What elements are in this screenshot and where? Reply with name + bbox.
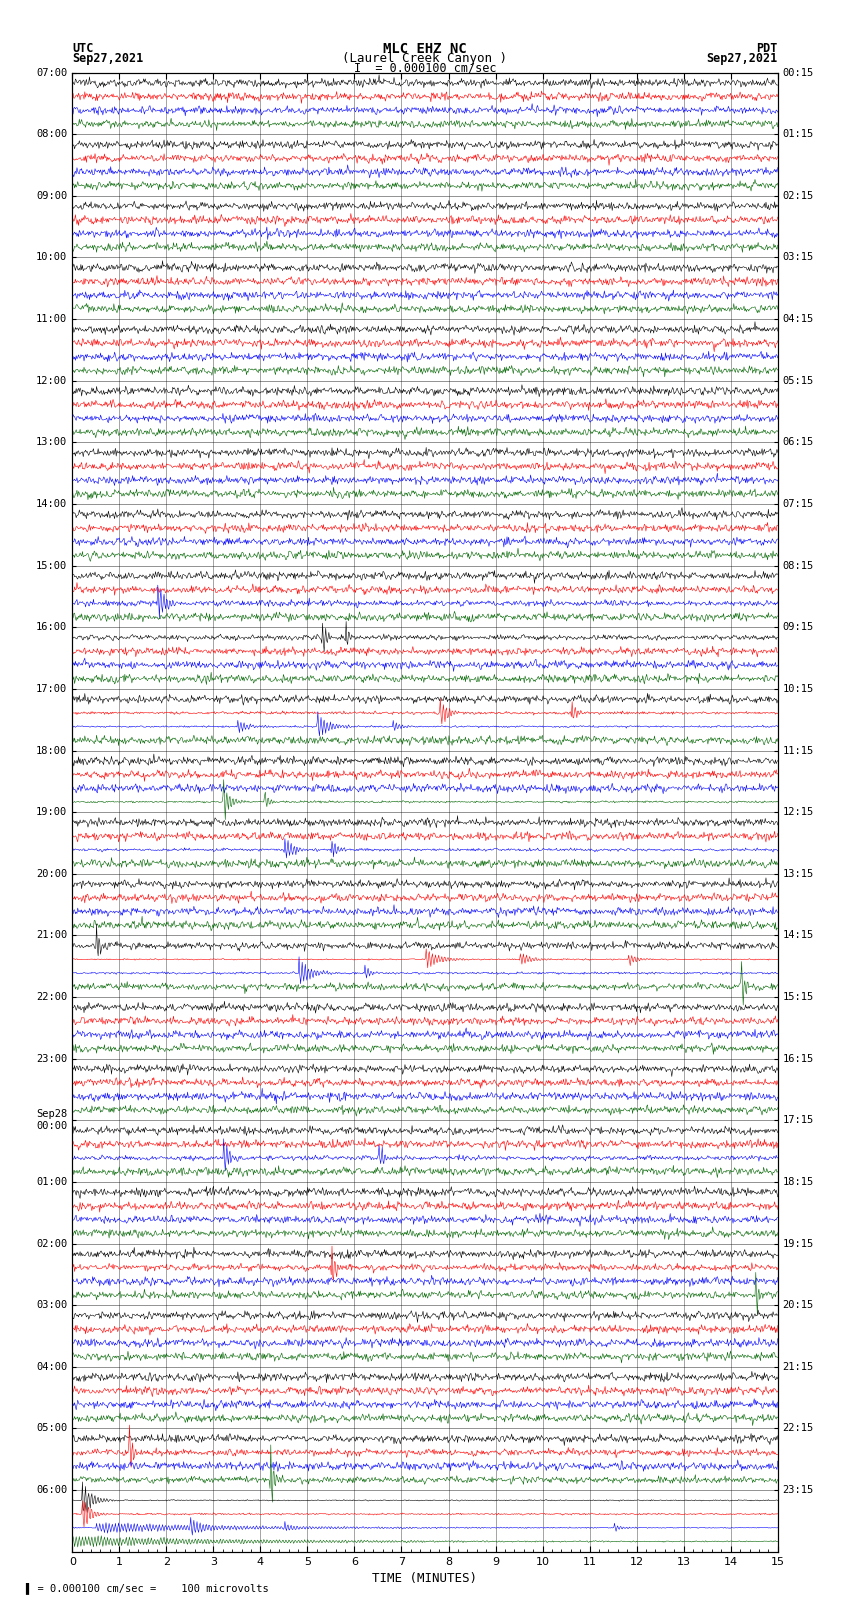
Text: (Laurel Creek Canyon ): (Laurel Creek Canyon ) [343, 52, 507, 65]
Text: PDT: PDT [756, 42, 778, 55]
X-axis label: TIME (MINUTES): TIME (MINUTES) [372, 1573, 478, 1586]
Text: MLC EHZ NC: MLC EHZ NC [383, 42, 467, 56]
Text: I  = 0.000100 cm/sec: I = 0.000100 cm/sec [354, 61, 496, 74]
Text: Sep27,2021: Sep27,2021 [706, 52, 778, 65]
Text: ▌ = 0.000100 cm/sec =    100 microvolts: ▌ = 0.000100 cm/sec = 100 microvolts [26, 1582, 269, 1594]
Text: Sep27,2021: Sep27,2021 [72, 52, 144, 65]
Text: UTC: UTC [72, 42, 94, 55]
